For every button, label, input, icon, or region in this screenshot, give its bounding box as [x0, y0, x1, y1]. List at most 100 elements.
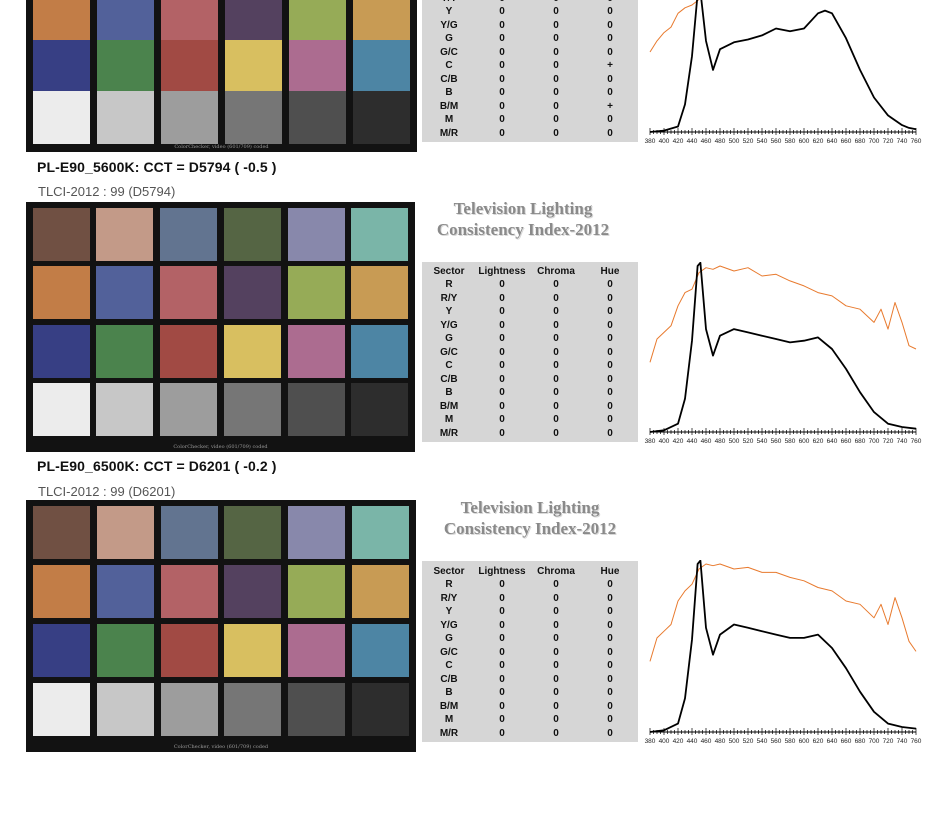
- color-patch: [32, 624, 90, 677]
- table-cell: 0: [607, 400, 613, 412]
- table-cell: 0: [607, 427, 613, 439]
- color-patch: [288, 506, 346, 559]
- table-cell: Y: [445, 6, 453, 17]
- x-tick-label: 620: [813, 738, 824, 745]
- x-tick-label: 500: [729, 138, 740, 145]
- table-cell: 0: [607, 387, 613, 398]
- table-cell: 0: [607, 646, 613, 658]
- series-line-reference: [649, 265, 917, 363]
- color-patch: [97, 0, 154, 42]
- table-row: G 0 0 0: [422, 632, 638, 645]
- table-cell: 0: [499, 606, 505, 617]
- x-tick-label: 380: [645, 138, 656, 145]
- table-row: Y/G 0 0 0: [422, 619, 638, 632]
- color-patch: [224, 506, 282, 559]
- x-tick-label: 420: [673, 138, 684, 145]
- table-cell: C: [445, 660, 453, 671]
- table-cell: M: [444, 414, 454, 425]
- x-tick-label: 560: [771, 138, 782, 145]
- table-cell: 0: [499, 387, 505, 398]
- color-patch: [160, 266, 218, 320]
- color-patch: [287, 324, 345, 378]
- table-cell: 0: [553, 60, 559, 71]
- table-cell: 0: [553, 292, 559, 304]
- color-patch: [161, 91, 218, 144]
- colorchecker-0: ColorChecker, video (601/709) coded: [26, 0, 417, 152]
- table-cell: 0: [607, 660, 613, 671]
- table-cell: B: [445, 387, 453, 398]
- section-header: PL-E90_5600K: CCT = D5794 ( -0.5 ): [37, 159, 277, 175]
- table-row: R 0 0 0: [422, 578, 638, 591]
- x-tick-label: 440: [687, 138, 698, 145]
- table-cell: B/M: [439, 700, 459, 712]
- series-line-source: [649, 0, 917, 133]
- color-patch: [288, 565, 346, 618]
- table-cell: 0: [553, 87, 559, 98]
- table-cell: R: [445, 279, 453, 290]
- table-cell: 0: [499, 633, 505, 644]
- table-cell: 0: [607, 673, 613, 685]
- table-cell: 0: [607, 414, 613, 425]
- table-cell: 0: [553, 33, 559, 44]
- table-cell: 0: [553, 279, 559, 290]
- table-header-cell: Hue: [600, 565, 620, 577]
- color-patch: [223, 324, 281, 378]
- table-cell: C/B: [440, 73, 458, 85]
- table-cell: 0: [553, 646, 559, 658]
- colorchecker-caption: ColorChecker, video (601/709) coded: [174, 144, 269, 150]
- table-cell: 0: [499, 660, 505, 671]
- colorchecker-caption: ColorChecker, video (601/709) coded: [173, 444, 268, 450]
- color-patch: [160, 624, 218, 677]
- table-row: M 0 0 0: [422, 413, 638, 426]
- table-cell: 0: [499, 427, 505, 439]
- table-header-cell: Lightness: [478, 265, 526, 277]
- table-cell: 0: [553, 373, 559, 385]
- table-cell: 0: [553, 19, 559, 31]
- table-cell: 0: [553, 592, 559, 604]
- section-header: PL-E90_6500K: CCT = D6201 ( -0.2 ): [37, 458, 277, 474]
- table-cell: Y/Y: [428, 0, 470, 5]
- table-cell: 0: [499, 579, 505, 590]
- table-cell: B/M: [439, 100, 459, 112]
- table-cell: 0: [553, 333, 559, 344]
- x-tick-label: 540: [757, 138, 768, 145]
- x-tick-label: 660: [841, 438, 852, 445]
- color-patch: [96, 383, 154, 437]
- table-cell: 0: [607, 73, 613, 85]
- table-cell: M/R: [439, 427, 459, 439]
- table-cell: +: [607, 60, 613, 71]
- table-cell: 0: [553, 619, 559, 631]
- x-tick-label: 580: [785, 438, 796, 445]
- x-tick-label: 400: [659, 138, 670, 145]
- table-cell: Y/G: [440, 319, 458, 331]
- color-patch: [225, 91, 282, 144]
- table-cell: 0: [499, 592, 505, 604]
- spectrum-svg-0: 380 400 420 440 460 480 500 520 540 560 580 600 620 6…: [645, 0, 922, 145]
- table-cell: 0: [499, 279, 505, 290]
- table-cell: 0: [553, 114, 559, 125]
- table-cell: 0: [499, 700, 505, 712]
- table-cell: 0: [499, 87, 505, 98]
- table-row: Y/G 0 0 0: [422, 319, 638, 332]
- color-patch: [160, 506, 218, 559]
- tlci-table-2: Sector Lightness Chroma Hue R 0 0 0 R/Y 0 0 0 Y 0 0 0 Y/…: [422, 561, 638, 742]
- x-tick-label: 500: [729, 738, 740, 745]
- table-cell: 0: [553, 346, 559, 358]
- table-cell: 0: [499, 414, 505, 425]
- table-cell: 0: [499, 33, 505, 44]
- table-row: B 0 0 0: [422, 386, 638, 399]
- color-patch: [352, 565, 410, 618]
- color-patch: [32, 266, 90, 320]
- table-cell: 0: [607, 592, 613, 604]
- table-cell: 0: [499, 673, 505, 685]
- spectrum-chart-2: 380 400 420 440 460 480 500 520 540 560 580 600 620 6…: [642, 559, 922, 746]
- table-cell: B: [445, 87, 453, 98]
- x-tick-label: 520: [743, 738, 754, 745]
- tlci-title-line2: Consistency Index-2012: [443, 519, 617, 538]
- table-row: Y 0 0 0: [422, 605, 638, 618]
- table-cell: B/M: [439, 400, 459, 412]
- table-cell: M/R: [439, 127, 459, 139]
- x-tick-label: 500: [729, 438, 740, 445]
- color-patch: [351, 383, 409, 437]
- table-cell: 0: [607, 360, 613, 371]
